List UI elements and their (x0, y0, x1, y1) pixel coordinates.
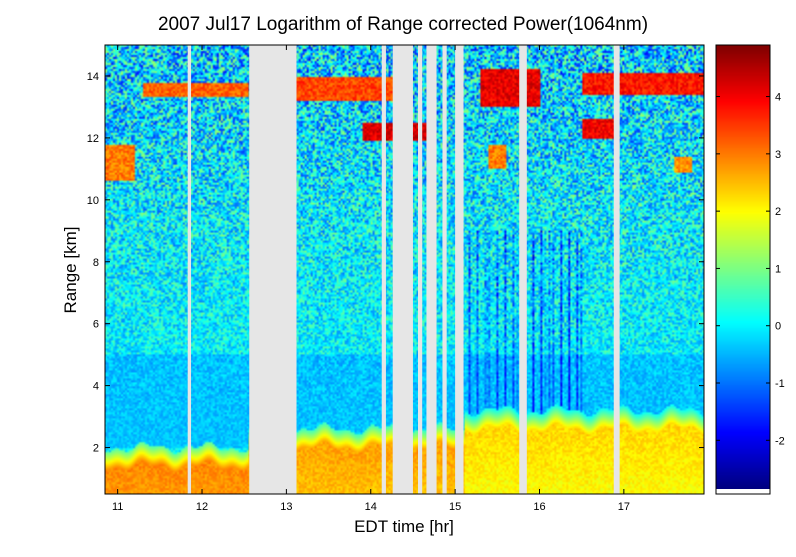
missing-data-gap (426, 45, 437, 494)
y-tick-label: 12 (87, 133, 99, 145)
missing-data-gap (417, 45, 423, 494)
y-tick-label: 10 (87, 195, 99, 207)
colorbar-tick-label: 3 (775, 149, 781, 161)
y-tick-label: 8 (93, 257, 99, 269)
x-tick-label: 14 (365, 501, 377, 513)
missing-data-gaps (187, 45, 620, 494)
missing-data-gap (392, 45, 413, 494)
colorbar-tick-label: -2 (775, 435, 785, 447)
colorbar-tick-label: 2 (775, 206, 781, 218)
x-tick-label: 16 (533, 501, 545, 513)
colorbar-tick-label: 4 (775, 92, 781, 104)
missing-data-gap (187, 45, 192, 494)
x-tick-label: 12 (196, 501, 208, 513)
y-tick-label: 2 (93, 443, 99, 455)
colorbar-tick-label: 0 (775, 321, 781, 333)
colorbar: -2 -1 0 1 2 3 4 (715, 44, 785, 495)
x-tick-label: 17 (618, 501, 630, 513)
missing-data-gap (519, 45, 527, 494)
plot-frame (104, 44, 705, 495)
colorbar-ticks: -2 -1 0 1 2 3 4 (716, 92, 785, 447)
missing-data-gap (442, 45, 447, 494)
missing-data-gap (455, 45, 464, 494)
plot-area (104, 44, 705, 495)
y-tick-label: 14 (87, 71, 99, 83)
colorbar-gradient (716, 45, 770, 489)
missing-data-gap (613, 45, 620, 494)
colorbar-tick-label: -1 (775, 378, 785, 390)
colorbar-frame (715, 44, 771, 495)
x-axis: 11 12 13 14 15 16 17 (112, 45, 630, 513)
missing-data-gap (249, 45, 297, 494)
y-tick-label: 4 (93, 381, 99, 393)
missing-data-gap (381, 45, 386, 494)
x-tick-label: 13 (280, 501, 292, 513)
y-axis: 2 4 6 8 10 12 14 (87, 71, 704, 455)
x-axis-label: EDT time [hr] (354, 517, 454, 536)
y-tick-label: 6 (93, 319, 99, 331)
chart-title: 2007 Jul17 Logarithm of Range corrected … (158, 14, 648, 35)
x-tick-label: 15 (449, 501, 461, 513)
colorbar-tick-label: 1 (775, 263, 781, 275)
x-tick-label: 11 (112, 501, 123, 513)
y-axis-label: Range [km] (61, 227, 80, 314)
